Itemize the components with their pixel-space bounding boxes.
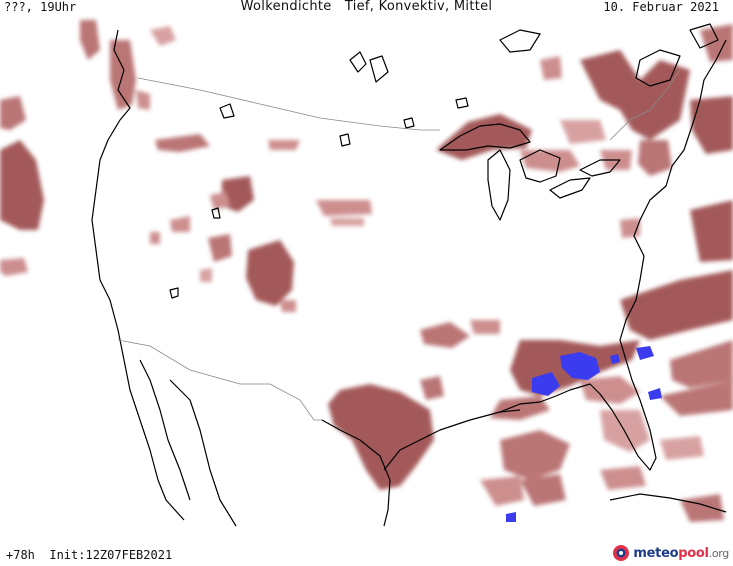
brand-name: meteopool.org [633, 546, 729, 561]
map-title: Wolkendichte Tief, Konvektiv, Mittel [240, 0, 493, 14]
low-cloud-layer [0, 20, 733, 522]
date-label: 10. Februar 2021 [603, 0, 719, 14]
valid-time-label: ???, 19Uhr [4, 0, 77, 14]
brand-part-meteo: meteo [633, 545, 679, 561]
coastline-layer [91, 23, 727, 527]
weather-map [0, 20, 733, 527]
border-layer [117, 69, 681, 421]
run-info-label: +78h Init:12Z07FEB2021 [6, 548, 173, 562]
footer-bar: +78h Init:12Z07FEB2021 meteopool.org [0, 530, 733, 566]
brand-part-domain: .org [708, 546, 730, 560]
brand-part-pool: pool [678, 545, 709, 561]
meteopool-logo-icon [613, 545, 630, 561]
convective-cloud-layer [506, 346, 662, 522]
brand-link[interactable]: meteopool.org [612, 544, 729, 562]
